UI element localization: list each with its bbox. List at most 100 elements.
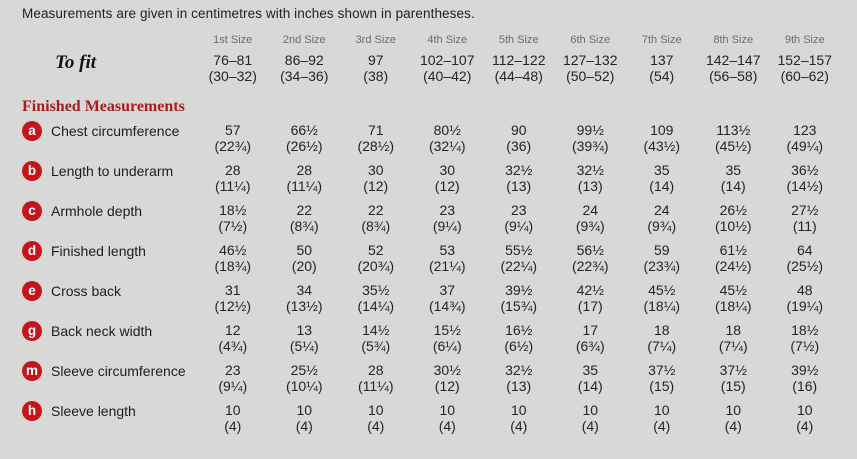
row-badge: e <box>22 281 42 301</box>
value-cm: 34 <box>296 282 313 298</box>
value-inches: (7½) <box>218 217 248 234</box>
value-inches: (4) <box>438 417 456 434</box>
measurements-note: Measurements are given in centimetres wi… <box>22 6 475 21</box>
value-cm: 14½ <box>362 322 390 338</box>
table-row-label: m Sleeve circumference <box>22 360 197 400</box>
value-inches: (24½) <box>714 257 752 274</box>
measurement-value: 35 (14) <box>698 160 770 200</box>
size-column-header: 4th Size <box>427 34 468 46</box>
value-inches: (60–62) <box>780 67 829 84</box>
value-cm: 16½ <box>505 322 533 338</box>
measurement-value: 55½ (22¼) <box>483 240 555 280</box>
value-cm: 35 <box>653 162 670 178</box>
measurement-value: 34 (13½) <box>269 280 341 320</box>
value-inches: (22¾) <box>571 257 609 274</box>
value-cm: 137 <box>650 52 674 68</box>
value-cm: 42½ <box>576 282 604 298</box>
value-inches: (15¾) <box>500 297 538 314</box>
measurement-value: 23 (9¼) <box>412 200 484 240</box>
measurement-value: 113½ (45½) <box>698 120 770 160</box>
value-inches: (12) <box>363 177 389 194</box>
value-cm: 142–147 <box>705 52 761 68</box>
measurement-value: 66½ (26½) <box>269 120 341 160</box>
value-inches: (44–48) <box>494 67 543 84</box>
measurement-value: 80½ (32¼) <box>412 120 484 160</box>
value-inches: (25½) <box>786 257 824 274</box>
value-inches: (4) <box>367 417 385 434</box>
value-inches: (4) <box>581 417 599 434</box>
measurement-value: 35½ (14¼) <box>340 280 412 320</box>
value-cm: 17 <box>582 322 599 338</box>
value-cm: 24 <box>653 202 670 218</box>
to-fit-value: 76–81 (30–32) <box>197 50 269 94</box>
measurement-value: 59 (23¾) <box>626 240 698 280</box>
value-cm: 27½ <box>791 202 819 218</box>
value-cm: 66½ <box>290 122 318 138</box>
measurement-value: 10 (4) <box>698 400 770 440</box>
measurement-value: 28 (11¼) <box>197 160 269 200</box>
value-inches: (38) <box>363 67 389 84</box>
measurement-value: 28 (11¼) <box>269 160 341 200</box>
value-cm: 36½ <box>791 162 819 178</box>
row-badge: b <box>22 161 42 181</box>
table-row-label: c Armhole depth <box>22 200 197 240</box>
measurement-value: 36½ (14½) <box>769 160 841 200</box>
row-label: Length to underarm <box>51 163 174 179</box>
measurement-value: 57 (22¾) <box>197 120 269 160</box>
value-cm: 45½ <box>719 282 747 298</box>
value-inches: (8¾) <box>289 217 319 234</box>
value-cm: 10 <box>296 402 313 418</box>
value-inches: (12) <box>434 177 460 194</box>
measurement-value: 56½ (22¾) <box>555 240 627 280</box>
measurement-value: 22 (8¾) <box>340 200 412 240</box>
value-inches: (20¾) <box>357 257 395 274</box>
value-inches: (11¼) <box>286 177 323 194</box>
value-inches: (12) <box>434 377 460 394</box>
row-label: Back neck width <box>51 323 153 339</box>
value-cm: 10 <box>796 402 813 418</box>
value-cm: 28 <box>224 162 241 178</box>
measurement-value: 24 (9¾) <box>555 200 627 240</box>
value-inches: (11¼) <box>214 177 251 194</box>
value-cm: 10 <box>725 402 742 418</box>
measurement-value: 37½ (15) <box>698 360 770 400</box>
to-fit-value: 127–132 (50–52) <box>555 50 627 94</box>
measurement-value: 10 (4) <box>626 400 698 440</box>
value-inches: (9¼) <box>504 217 534 234</box>
measurement-value: 109 (43½) <box>626 120 698 160</box>
measurement-value: 37 (14¾) <box>412 280 484 320</box>
measurement-value: 39½ (15¾) <box>483 280 555 320</box>
value-inches: (16) <box>792 377 818 394</box>
table-row-label: g Back neck width <box>22 320 197 360</box>
value-cm: 76–81 <box>213 52 253 68</box>
value-inches: (4) <box>224 417 242 434</box>
value-cm: 61½ <box>719 242 747 258</box>
measurement-value: 71 (28½) <box>340 120 412 160</box>
value-cm: 18½ <box>219 202 247 218</box>
measurement-value: 27½ (11) <box>769 200 841 240</box>
size-column-header: 2nd Size <box>282 34 326 46</box>
measurement-value: 13 (5¼) <box>269 320 341 360</box>
measurement-value: 30 (12) <box>340 160 412 200</box>
value-inches: (14) <box>720 177 746 194</box>
value-cm: 39½ <box>505 282 533 298</box>
measurement-value: 18 (7¼) <box>698 320 770 360</box>
value-cm: 23 <box>439 202 456 218</box>
measurement-value: 28 (11¼) <box>340 360 412 400</box>
value-inches: (15) <box>649 377 675 394</box>
value-cm: 10 <box>582 402 599 418</box>
size-column-header: 7th Size <box>641 34 682 46</box>
measurement-value: 31 (12½) <box>197 280 269 320</box>
value-cm: 28 <box>367 362 384 378</box>
measurement-value: 14½ (5¾) <box>340 320 412 360</box>
value-inches: (5¾) <box>361 337 391 354</box>
measurement-value: 18 (7¼) <box>626 320 698 360</box>
row-badge: a <box>22 121 42 141</box>
value-inches: (43½) <box>643 137 681 154</box>
measurement-value: 10 (4) <box>769 400 841 440</box>
measurement-value: 32½ (13) <box>483 360 555 400</box>
finished-measurements-heading: Finished Measurements <box>22 98 185 115</box>
value-inches: (14) <box>649 177 675 194</box>
size-column-header: 9th Size <box>784 34 825 46</box>
value-cm: 30 <box>367 162 384 178</box>
